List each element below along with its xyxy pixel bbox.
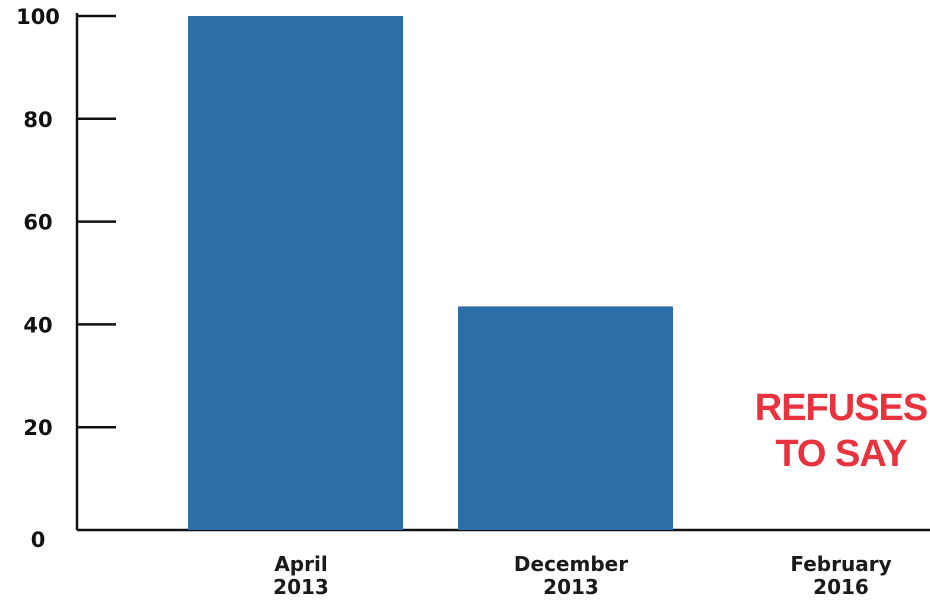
bar <box>458 306 673 530</box>
x-tick-label: December <box>514 552 628 576</box>
x-tick-label: April <box>274 552 327 576</box>
y-tick-label: 20 <box>23 416 52 440</box>
bars <box>188 16 673 530</box>
annotation-text: TO SAY <box>775 433 907 475</box>
y-tick-label: 80 <box>23 108 52 132</box>
x-tick-label: February <box>790 552 891 576</box>
y-tick-label: 100 <box>16 5 60 29</box>
x-tick-label: 2016 <box>813 575 869 599</box>
y-tick-label: 0 <box>31 528 46 552</box>
y-tick-label: 40 <box>23 313 52 337</box>
bar <box>188 16 403 530</box>
x-tick-label: 2013 <box>543 575 599 599</box>
y-tick-label: 60 <box>23 211 52 235</box>
x-tick-label: 2013 <box>273 575 329 599</box>
annotation-text: REFUSES <box>755 387 927 429</box>
